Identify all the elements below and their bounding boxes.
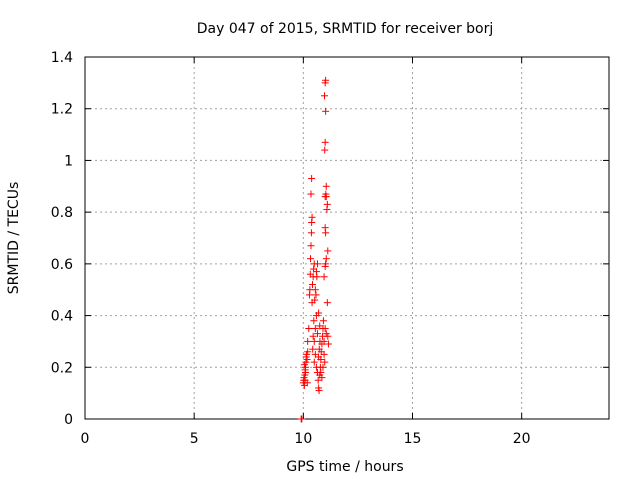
data-point bbox=[322, 107, 330, 115]
data-point bbox=[314, 260, 322, 268]
data-point bbox=[321, 92, 329, 100]
data-point bbox=[312, 291, 320, 299]
y-tick-label: 0 bbox=[64, 412, 73, 428]
data-point bbox=[314, 330, 322, 338]
data-point bbox=[309, 281, 317, 289]
data-point bbox=[309, 332, 317, 340]
data-point bbox=[315, 345, 323, 353]
data-point bbox=[315, 387, 323, 395]
data-point bbox=[304, 337, 312, 345]
data-point bbox=[315, 309, 323, 317]
data-point bbox=[322, 260, 330, 268]
data-point bbox=[319, 317, 327, 325]
data-points bbox=[297, 76, 332, 423]
data-point bbox=[308, 213, 316, 221]
data-point bbox=[307, 229, 315, 237]
data-point bbox=[311, 286, 319, 294]
data-point bbox=[322, 330, 330, 338]
y-tick-label: 1.2 bbox=[51, 102, 73, 118]
data-point bbox=[310, 317, 318, 325]
data-point bbox=[312, 268, 320, 276]
data-point bbox=[302, 368, 310, 376]
x-tick-label: 10 bbox=[294, 431, 312, 447]
y-tick-label: 1 bbox=[64, 153, 73, 169]
data-point bbox=[320, 350, 328, 358]
data-point bbox=[321, 325, 329, 332]
data-point bbox=[307, 190, 315, 198]
data-point bbox=[321, 193, 329, 201]
y-tick-label: 0.4 bbox=[51, 309, 73, 325]
data-point bbox=[317, 368, 325, 376]
data-point bbox=[323, 299, 331, 307]
x-axis-label: GPS time / hours bbox=[286, 459, 403, 475]
data-point bbox=[322, 182, 330, 190]
data-point bbox=[309, 345, 317, 353]
data-point bbox=[323, 200, 331, 208]
grid bbox=[85, 57, 609, 419]
data-point bbox=[316, 322, 324, 330]
data-point bbox=[319, 363, 327, 371]
y-tick-label: 0.6 bbox=[51, 257, 73, 273]
data-point bbox=[321, 138, 329, 146]
data-point bbox=[307, 255, 315, 263]
x-tick-label: 15 bbox=[404, 431, 422, 447]
data-point bbox=[324, 340, 332, 348]
data-point bbox=[322, 255, 330, 263]
data-point bbox=[324, 247, 332, 255]
data-point bbox=[303, 379, 311, 387]
x-tick-label: 5 bbox=[190, 431, 199, 447]
data-point bbox=[308, 175, 316, 183]
data-point bbox=[320, 337, 328, 345]
data-point bbox=[303, 356, 311, 364]
data-point bbox=[320, 273, 328, 281]
data-point bbox=[310, 358, 318, 366]
data-point bbox=[304, 348, 312, 356]
x-tick-label: 20 bbox=[513, 431, 531, 447]
axis-ticks: 0 0.2 0.4 0.6 0.8 1 1.2 1.4 0 5 10 15 20 bbox=[51, 50, 609, 447]
x-tick-label: 0 bbox=[81, 431, 90, 447]
data-point bbox=[318, 374, 326, 382]
plot-frame bbox=[84, 56, 610, 420]
chart-title: Day 047 of 2015, SRMTID for receiver bor… bbox=[197, 21, 494, 37]
data-point bbox=[314, 376, 322, 384]
data-point bbox=[322, 76, 330, 84]
y-tick-label: 0.8 bbox=[51, 205, 73, 221]
data-point bbox=[322, 229, 330, 237]
y-tick-label: 0.2 bbox=[51, 360, 73, 376]
data-point bbox=[311, 296, 319, 304]
data-point bbox=[321, 358, 329, 366]
data-point bbox=[298, 415, 306, 423]
y-axis-label: SRMTID / TECUs bbox=[6, 182, 22, 295]
data-point bbox=[305, 325, 313, 332]
y-tick-label: 1.4 bbox=[51, 50, 73, 66]
data-point bbox=[315, 353, 323, 361]
data-point bbox=[311, 325, 319, 332]
data-point bbox=[300, 361, 308, 369]
data-point bbox=[321, 146, 329, 154]
data-point bbox=[307, 242, 315, 250]
